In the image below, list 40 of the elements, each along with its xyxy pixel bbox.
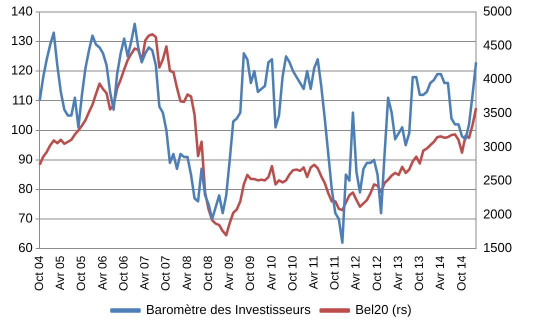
- x-tick-label: Oct 10: [285, 255, 300, 292]
- y2-tick-label: 3500: [483, 105, 512, 120]
- x-tick-label: Oct 12: [370, 255, 384, 292]
- y-tick-label: 130: [10, 33, 33, 48]
- x-tick-label: Avr 09: [222, 255, 236, 290]
- x-tick-label: Oct 05: [74, 255, 88, 292]
- y-tick-label: 60: [18, 240, 33, 256]
- y2-tick-label: 1500: [483, 240, 512, 256]
- x-tick-label: Oct 04: [32, 255, 46, 292]
- x-tick-label: Oct 13: [412, 255, 426, 292]
- x-tick-label: Oct 08: [200, 255, 215, 292]
- x-tick-label: Oct 14: [454, 255, 468, 292]
- x-tick-label: Avr 11: [306, 255, 321, 290]
- y-tick-label: 70: [18, 210, 33, 226]
- x-tick-label: Oct 11: [328, 255, 342, 290]
- y-tick-label: 110: [12, 92, 33, 108]
- x-tick-label: Oct 07: [158, 255, 173, 292]
- x-tick-label: Avr 10: [264, 255, 278, 290]
- x-tick-label: Avr 13: [390, 255, 405, 290]
- y2-tick-label: 4000: [483, 71, 512, 86]
- y2-tick-label: 5000: [483, 4, 512, 19]
- x-tick-label: Avr 12: [348, 255, 363, 290]
- x-tick-label: Avr 05: [53, 255, 68, 290]
- y-tick-label: 100: [10, 122, 33, 137]
- y2-tick-label: 2500: [483, 172, 512, 188]
- x-tick-label: Avr 06: [95, 255, 110, 290]
- y-tick-label: 140: [10, 4, 33, 19]
- y2-tick-label: 2000: [483, 206, 512, 222]
- y-tick-label: 120: [10, 62, 33, 78]
- x-tick-label: Avr 14: [433, 255, 448, 290]
- y2-tick-label: 4500: [483, 37, 512, 52]
- legend-label: Bel20 (rs): [355, 302, 412, 318]
- y2-tick-label: 3000: [483, 138, 512, 154]
- legend-label: Baromètre des Investisseurs: [146, 302, 312, 318]
- y-tick-label: 80: [18, 181, 33, 196]
- x-tick-label: Avr 08: [180, 255, 194, 290]
- x-tick-label: Avr 07: [138, 255, 152, 290]
- y-tick-label: 90: [18, 151, 33, 166]
- x-tick-label: Oct 09: [243, 255, 258, 292]
- x-tick-label: Oct 06: [116, 255, 130, 292]
